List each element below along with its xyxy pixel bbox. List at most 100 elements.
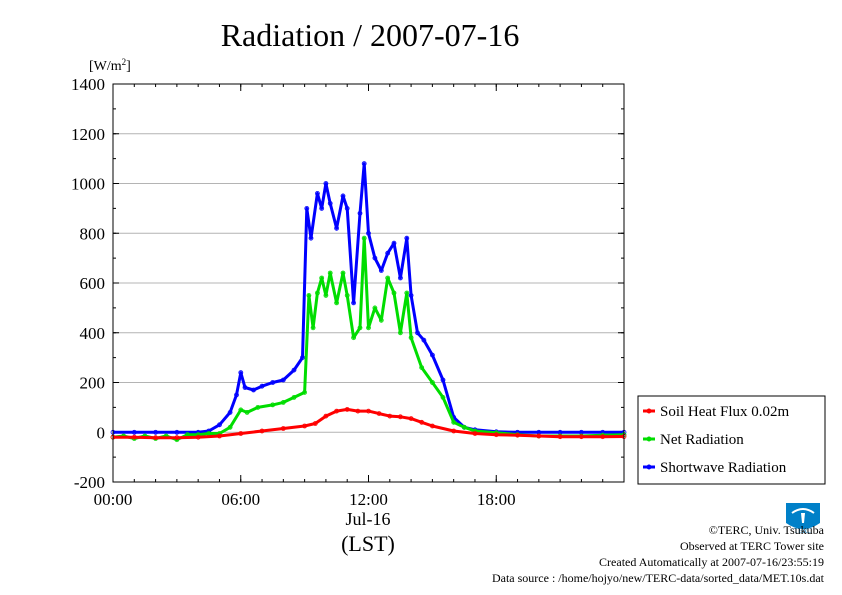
data-point <box>319 205 325 211</box>
data-point <box>259 383 265 389</box>
data-point <box>357 325 363 331</box>
data-point <box>404 235 410 241</box>
data-point <box>391 290 397 296</box>
data-point <box>314 190 320 196</box>
data-point <box>357 210 363 216</box>
data-point <box>387 413 393 419</box>
data-point <box>419 365 425 371</box>
data-point <box>372 255 378 261</box>
data-point <box>153 429 159 435</box>
data-point <box>429 423 435 429</box>
data-point <box>153 435 159 441</box>
copyright-text: ©TERC, Univ. Tsukuba <box>708 523 824 537</box>
data-point <box>270 402 276 408</box>
series-line <box>112 236 625 442</box>
series-group <box>110 161 627 443</box>
data-point <box>419 419 425 425</box>
data-point <box>461 424 467 430</box>
data-point <box>385 250 391 256</box>
data-point <box>270 380 276 385</box>
data-point <box>361 235 367 241</box>
data-point <box>334 300 340 306</box>
grid-lines <box>113 133 624 433</box>
data-point <box>408 416 414 422</box>
data-point <box>600 434 606 440</box>
data-point <box>344 205 350 211</box>
data-point <box>238 431 244 436</box>
x-tick-label: 06:00 <box>221 490 260 509</box>
data-point <box>440 394 446 400</box>
legend-item: Shortwave Radiation <box>643 460 787 476</box>
data-point <box>361 161 367 167</box>
data-point <box>195 434 201 440</box>
data-point <box>340 270 346 276</box>
data-point <box>244 409 250 415</box>
x-tick-label: 18:00 <box>477 490 516 509</box>
data-point <box>234 392 239 398</box>
plot-frame <box>112 83 625 483</box>
data-point <box>557 434 563 440</box>
x-axis-timezone-label: (LST) <box>341 531 395 556</box>
data-point <box>397 330 403 336</box>
data-point <box>131 429 137 435</box>
data-point <box>259 428 265 434</box>
legend: Soil Heat Flux 0.02m Net Radiation Shortwa… <box>637 395 826 485</box>
data-point <box>351 300 357 306</box>
data-point <box>327 200 333 206</box>
data-point <box>255 404 261 410</box>
data-point <box>280 426 286 431</box>
data-point <box>372 305 378 311</box>
data-point <box>536 433 542 439</box>
data-point <box>378 317 384 323</box>
data-point <box>308 235 314 241</box>
legend-marker <box>646 408 652 414</box>
data-point <box>302 423 308 429</box>
y-tick-label: 800 <box>80 224 106 243</box>
x-tick-label: 12:00 <box>349 490 388 509</box>
data-point <box>451 428 457 434</box>
legend-marker <box>646 436 652 442</box>
y-tick-label: 1000 <box>71 175 105 194</box>
data-point <box>310 325 316 331</box>
data-point <box>344 292 350 298</box>
footer: ©TERC, Univ. Tsukuba Observed at TERC To… <box>492 522 824 586</box>
data-point <box>306 292 312 298</box>
y-tick-label: 200 <box>80 374 106 393</box>
data-point <box>131 434 137 440</box>
y-tick-label: 1400 <box>71 75 105 94</box>
series-soil-heat-flux-0-02m <box>110 406 627 441</box>
data-point <box>334 408 340 414</box>
data-point <box>397 275 403 281</box>
data-point <box>323 181 329 186</box>
data-point <box>429 380 435 385</box>
data-point <box>217 422 222 428</box>
data-point <box>327 270 333 276</box>
data-point <box>472 431 478 436</box>
data-point <box>280 399 286 405</box>
data-point <box>340 193 346 199</box>
data-point <box>291 367 297 373</box>
data-point <box>227 409 233 415</box>
data-point <box>300 355 305 361</box>
y-tick-label: 400 <box>80 324 106 343</box>
data-point <box>344 406 350 412</box>
data-point <box>351 335 357 341</box>
data-point <box>397 414 403 420</box>
data-point <box>366 230 371 236</box>
data-point <box>314 290 320 296</box>
source-text: Data source : /home/hojyo/new/TERC-data/… <box>491 571 824 585</box>
data-point <box>174 429 180 435</box>
y-tick-label: 600 <box>80 274 106 293</box>
data-point <box>251 387 256 393</box>
y-tick-label: 0 <box>97 423 106 442</box>
legend-label: Soil Heat Flux 0.02m <box>660 404 790 420</box>
legend-marker <box>646 464 652 470</box>
data-point <box>323 413 329 419</box>
data-point <box>440 377 446 383</box>
data-point <box>312 421 318 426</box>
data-point <box>323 292 329 298</box>
data-point <box>319 275 325 281</box>
data-point <box>280 377 286 383</box>
data-point <box>415 330 420 336</box>
